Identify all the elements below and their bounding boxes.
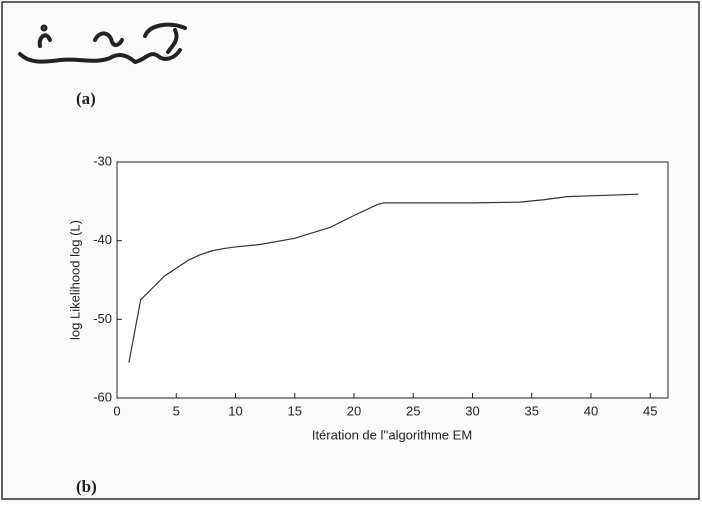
x-tick-label: 10 — [228, 403, 242, 418]
x-tick-label: 45 — [643, 403, 657, 418]
y-tick-label: -40 — [93, 232, 112, 247]
y-tick-label: -60 — [93, 389, 112, 404]
x-tick-label: 5 — [173, 403, 180, 418]
y-axis-label: log Likelihood log (L) — [67, 220, 82, 340]
y-tick-label: -30 — [93, 153, 112, 168]
x-tick-label: 20 — [347, 403, 361, 418]
x-tick-label: 0 — [113, 403, 120, 418]
panel-label: (b) — [76, 477, 97, 496]
plot-area — [117, 162, 668, 398]
x-tick-label: 30 — [465, 403, 479, 418]
x-tick-label: 40 — [584, 403, 598, 418]
figure: (a) (b) Itération de l''algorithme EM lo… — [0, 0, 702, 501]
panel-label: (a) — [76, 89, 96, 108]
x-axis-label: Itération de l''algorithme EM — [312, 427, 472, 442]
x-tick-label: 25 — [406, 403, 420, 418]
y-tick-label: -50 — [93, 311, 112, 326]
x-tick-label: 15 — [288, 403, 302, 418]
x-tick-label: 35 — [524, 403, 538, 418]
